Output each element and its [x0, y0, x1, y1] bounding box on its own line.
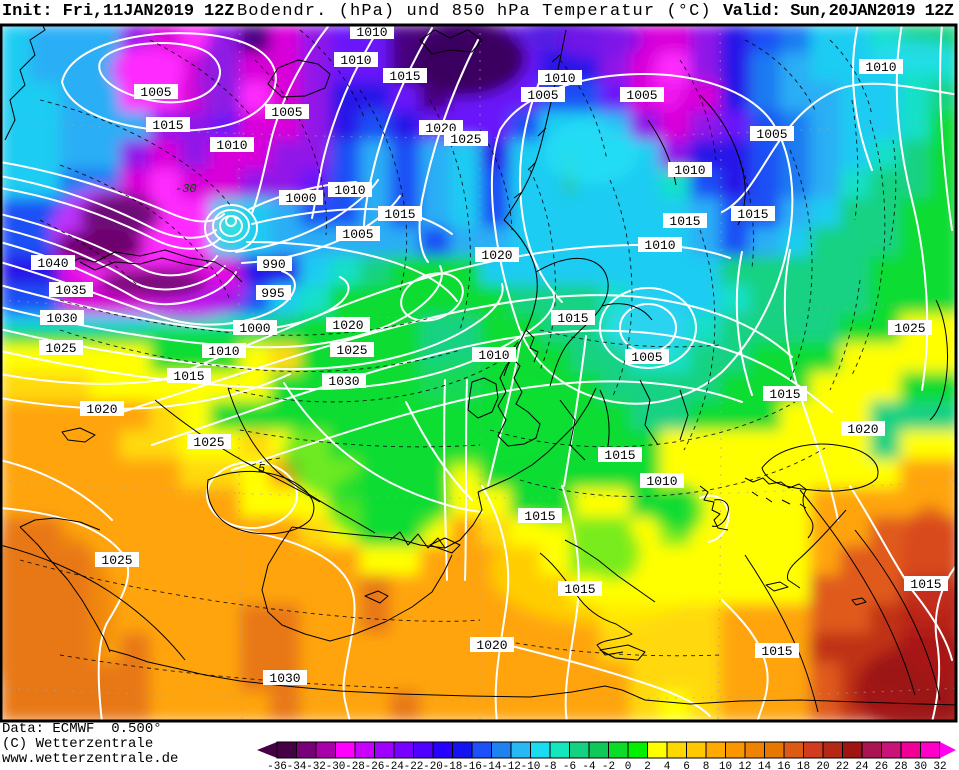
svg-text:1000: 1000: [239, 321, 270, 336]
svg-text:1020: 1020: [847, 422, 878, 437]
svg-text:30: 30: [914, 761, 927, 770]
svg-text:1015: 1015: [604, 448, 635, 463]
svg-text:1025: 1025: [101, 553, 132, 568]
svg-text:1030: 1030: [269, 671, 300, 686]
svg-text:-36: -36: [267, 761, 287, 770]
svg-text:22: 22: [836, 761, 849, 770]
svg-text:-10: -10: [521, 761, 541, 770]
svg-text:1025: 1025: [45, 341, 76, 356]
svg-text:0: 0: [625, 761, 632, 770]
svg-text:1005: 1005: [631, 350, 662, 365]
svg-text:-32: -32: [306, 761, 326, 770]
svg-text:1030: 1030: [328, 374, 359, 389]
svg-text:1005: 1005: [527, 88, 558, 103]
svg-text:-14: -14: [482, 761, 502, 770]
svg-text:26: 26: [875, 761, 888, 770]
svg-text:1010: 1010: [674, 163, 705, 178]
svg-text:-20: -20: [423, 761, 443, 770]
svg-text:-16: -16: [462, 761, 482, 770]
svg-text:1015: 1015: [669, 214, 700, 229]
svg-text:1010: 1010: [478, 348, 509, 363]
svg-text:1005: 1005: [140, 85, 171, 100]
svg-text:1015: 1015: [557, 311, 588, 326]
svg-text:1025: 1025: [193, 435, 224, 450]
svg-text:-34: -34: [287, 761, 307, 770]
svg-text:5: 5: [258, 462, 265, 476]
svg-text:1015: 1015: [389, 69, 420, 84]
svg-text:-30: -30: [326, 761, 346, 770]
svg-text:-22: -22: [404, 761, 424, 770]
svg-text:32: 32: [933, 761, 946, 770]
svg-text:1005: 1005: [626, 88, 657, 103]
svg-text:2: 2: [644, 761, 651, 770]
svg-text:1010: 1010: [356, 25, 387, 40]
svg-text:-28: -28: [345, 761, 365, 770]
svg-text:1010: 1010: [646, 474, 677, 489]
svg-text:995: 995: [261, 286, 284, 301]
svg-text:1000: 1000: [285, 191, 316, 206]
svg-text:16: 16: [777, 761, 790, 770]
svg-text:1015: 1015: [173, 369, 204, 384]
svg-text:1005: 1005: [756, 127, 787, 142]
svg-text:1015: 1015: [524, 509, 555, 524]
svg-text:1025: 1025: [336, 343, 367, 358]
svg-text:1015: 1015: [769, 387, 800, 402]
svg-text:1015: 1015: [384, 207, 415, 222]
svg-text:20: 20: [816, 761, 829, 770]
svg-text:1010: 1010: [208, 344, 239, 359]
svg-text:24: 24: [855, 761, 869, 770]
svg-text:18: 18: [797, 761, 810, 770]
svg-text:1020: 1020: [332, 318, 363, 333]
svg-text:12: 12: [738, 761, 751, 770]
svg-text:-24: -24: [384, 761, 404, 770]
svg-text:10: 10: [719, 761, 732, 770]
svg-text:990: 990: [262, 257, 285, 272]
svg-text:-26: -26: [365, 761, 385, 770]
svg-text:1005: 1005: [342, 227, 373, 242]
svg-text:6: 6: [683, 761, 690, 770]
svg-text:-18: -18: [443, 761, 463, 770]
svg-text:1040: 1040: [37, 256, 68, 271]
svg-text:1020: 1020: [476, 638, 507, 653]
svg-text:1010: 1010: [865, 60, 896, 75]
svg-text:1010: 1010: [334, 183, 365, 198]
svg-text:1015: 1015: [564, 582, 595, 597]
svg-text:-2: -2: [602, 761, 615, 770]
svg-text:-8: -8: [543, 761, 556, 770]
svg-text:14: 14: [758, 761, 772, 770]
svg-text:1010: 1010: [544, 71, 575, 86]
svg-text:1020: 1020: [86, 402, 117, 417]
svg-text:28: 28: [894, 761, 907, 770]
svg-text:1015: 1015: [910, 577, 941, 592]
svg-text:1025: 1025: [450, 132, 481, 147]
svg-text:1010: 1010: [340, 53, 371, 68]
svg-text:-6: -6: [563, 761, 576, 770]
svg-text:1015: 1015: [737, 207, 768, 222]
svg-text:1030: 1030: [46, 311, 77, 326]
svg-text:1035: 1035: [55, 283, 86, 298]
svg-text:8: 8: [703, 761, 710, 770]
svg-text:4: 4: [664, 761, 671, 770]
svg-text:-12: -12: [501, 761, 521, 770]
svg-text:1015: 1015: [761, 644, 792, 659]
svg-text:1025: 1025: [894, 321, 925, 336]
svg-text:1015: 1015: [152, 118, 183, 133]
svg-text:1020: 1020: [481, 248, 512, 263]
svg-text:-30: -30: [175, 182, 197, 196]
svg-text:1005: 1005: [271, 105, 302, 120]
svg-text:-4: -4: [582, 761, 596, 770]
svg-text:1010: 1010: [644, 238, 675, 253]
svg-text:1010: 1010: [216, 138, 247, 153]
